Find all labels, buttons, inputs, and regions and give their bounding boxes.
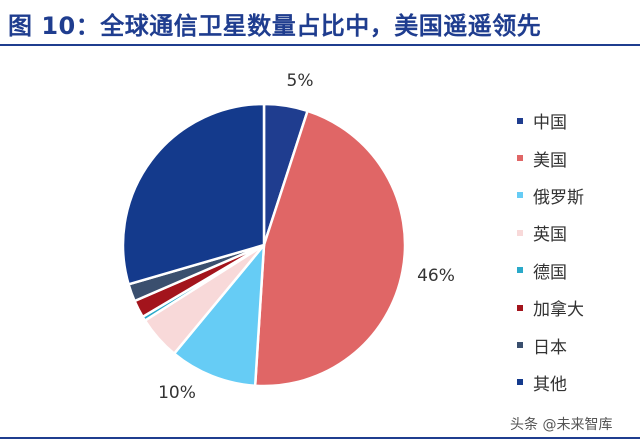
chart-legend: 中国美国俄罗斯英国德国加拿大日本其他 [517, 102, 584, 401]
legend-item: 中国 [517, 102, 584, 139]
legend-swatch [517, 117, 523, 124]
pie-slice-2 [253, 109, 407, 388]
legend-label: 日本 [533, 337, 567, 358]
title-divider [0, 44, 640, 46]
legend-swatch [517, 155, 523, 162]
legend-label: 德国 [533, 262, 567, 283]
legend-label: 俄罗斯 [533, 187, 584, 208]
legend-swatch [517, 192, 523, 199]
legend-swatch [517, 342, 523, 349]
legend-label: 加拿大 [533, 300, 584, 321]
legend-item: 日本 [517, 326, 584, 363]
legend-label: 英国 [533, 225, 567, 246]
watermark: 头条 @未来智库 [510, 417, 613, 433]
legend-swatch [517, 379, 523, 386]
legend-item: 加拿大 [517, 289, 584, 326]
pie-slice-8 [121, 102, 266, 286]
legend-item: 俄罗斯 [517, 177, 584, 214]
legend-swatch [517, 304, 523, 311]
page-title: 图 10：全球通信卫星数量占比中，美国遥遥领先 [8, 12, 542, 40]
data-label-1: 5% [287, 71, 314, 91]
legend-item: 其他 [517, 364, 584, 401]
legend-swatch [517, 267, 523, 274]
legend-swatch [517, 229, 523, 236]
pie-slice-3 [172, 241, 266, 388]
data-label-2: 46% [417, 266, 455, 286]
legend-item: 美国 [517, 139, 584, 176]
legend-label: 其他 [533, 374, 567, 395]
bottom-divider [0, 437, 640, 439]
legend-label: 中国 [533, 113, 567, 134]
legend-label: 美国 [533, 150, 567, 171]
data-label-3: 10% [158, 383, 196, 403]
legend-item: 英国 [517, 214, 584, 251]
legend-item: 德国 [517, 252, 584, 289]
